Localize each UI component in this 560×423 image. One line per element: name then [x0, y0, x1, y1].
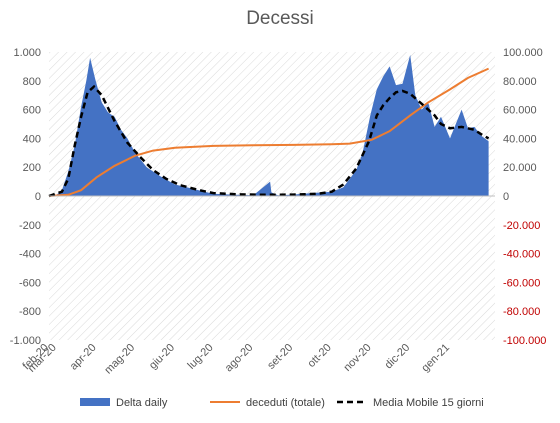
y-right-tick-label: -100.000 — [503, 335, 546, 347]
y-right-tick-label: 100.000 — [503, 47, 543, 59]
series-media-mobile-line — [48, 84, 490, 198]
x-tick-label: giu-20 — [147, 342, 177, 372]
y-left-tick-label: 400 — [23, 133, 41, 145]
x-tick-label: set-20 — [265, 342, 295, 372]
series-delta-daily-area — [49, 54, 489, 197]
legend-swatch-delta-daily — [80, 398, 110, 406]
y-right-tick-label: -80.000 — [503, 306, 540, 318]
y-left-tick-label: 0 — [35, 191, 41, 203]
y-left-tick-label: -400 — [19, 249, 41, 261]
y-left-tick-label: 800 — [23, 76, 41, 88]
chart-title: Decessi — [246, 8, 314, 29]
y-right-tick-label: -60.000 — [503, 277, 540, 289]
y-left-tick-label: -200 — [19, 220, 41, 232]
series-deceduti-totale-line — [48, 67, 490, 197]
y-left-tick-label: 200 — [23, 162, 41, 174]
y-right-tick-label: 60.000 — [503, 105, 537, 117]
y-left-tick-label: 1.000 — [13, 47, 41, 59]
y-right-tick-label: 40.000 — [503, 133, 537, 145]
legend-label-media-mobile: Media Mobile 15 giorni — [373, 397, 484, 409]
x-tick-label: mag-20 — [102, 342, 137, 377]
y-right-tick-label: -20.000 — [503, 220, 540, 232]
x-tick-label: apr-20 — [68, 342, 99, 373]
y-left-tick-label: 600 — [23, 105, 41, 117]
x-tick-label: dic-20 — [383, 342, 413, 372]
y-right-tick-label: -40.000 — [503, 249, 540, 261]
y-right-tick-label: 0 — [503, 191, 509, 203]
x-tick-label: ago-20 — [223, 342, 256, 375]
y-right-tick-label: 20.000 — [503, 162, 537, 174]
legend-label-delta-daily: Delta daily — [116, 397, 168, 409]
x-tick-label: lug-20 — [186, 342, 216, 372]
x-tick-label: gen-21 — [419, 342, 452, 375]
y-left-tick-label: -800 — [19, 306, 41, 318]
y-left-tick-label: -600 — [19, 277, 41, 289]
x-tick-label: nov-20 — [341, 342, 373, 374]
y-right-tick-label: 80.000 — [503, 76, 537, 88]
x-tick-label: ott-20 — [306, 342, 334, 370]
y-left-tick-label: -1.000 — [10, 335, 41, 347]
legend-label-deceduti: deceduti (totale) — [246, 397, 325, 409]
